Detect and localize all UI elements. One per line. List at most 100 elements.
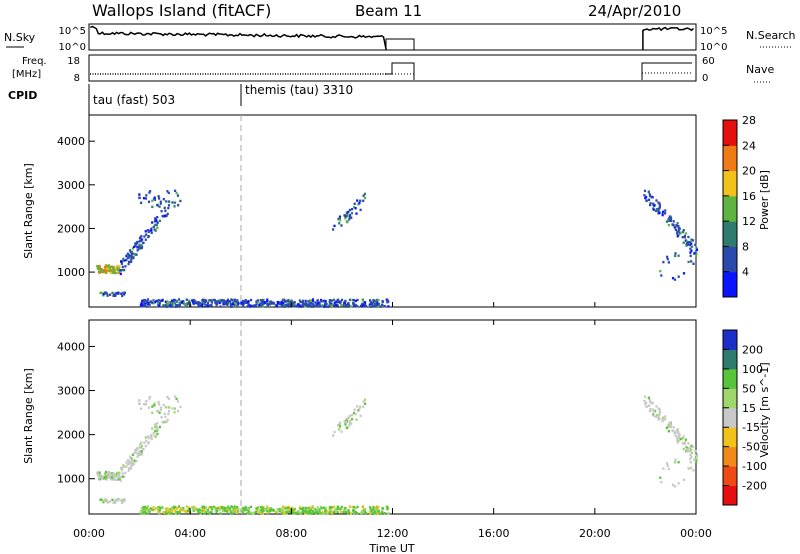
range-cell (214, 301, 217, 304)
range-cell (119, 272, 122, 276)
range-cell (121, 475, 124, 478)
range-cell (147, 442, 150, 445)
range-cell (139, 443, 142, 446)
range-cell (164, 406, 168, 409)
range-cell (643, 395, 647, 398)
range-cell (170, 512, 173, 515)
range-cell (125, 465, 128, 468)
range-cell (109, 500, 112, 503)
range-cell (348, 304, 351, 307)
range-cell (178, 511, 181, 514)
range-cell (338, 422, 341, 426)
range-cell (674, 431, 677, 435)
range-cell (346, 417, 349, 420)
range-cell (365, 304, 368, 308)
range-cell (193, 300, 196, 304)
range-cell (666, 258, 669, 261)
range-cell (315, 512, 318, 515)
freq-label: Freq. (22, 56, 47, 67)
range-cell (256, 299, 259, 303)
range-cell (335, 300, 338, 303)
range-cell (354, 207, 357, 210)
range-cell (386, 298, 389, 302)
range-cell (690, 242, 693, 245)
range-cell (653, 204, 656, 207)
range-cell (242, 304, 245, 307)
range-cell (150, 231, 153, 234)
range-cell (206, 301, 210, 305)
range-cell (218, 301, 221, 305)
range-cell (671, 483, 675, 487)
range-cell (662, 416, 665, 419)
range-cell (203, 305, 206, 308)
time-tick-label: 16:00 (478, 527, 510, 540)
range-cell (247, 302, 250, 306)
range-cell (688, 243, 691, 247)
range-cell (226, 303, 229, 306)
y-tick-label: 3000 (57, 179, 85, 192)
range-cell (158, 301, 161, 305)
range-cell (123, 475, 126, 478)
range-cell (210, 301, 213, 304)
range-cell (98, 264, 101, 268)
range-cell (103, 291, 107, 294)
range-cell (337, 217, 340, 221)
range-cell (695, 453, 698, 457)
range-cell (677, 233, 680, 237)
range-cell (662, 210, 665, 213)
range-cell (347, 509, 350, 512)
range-cell (185, 298, 188, 301)
range-cell (171, 407, 174, 410)
range-cell (276, 304, 279, 307)
cpid-entry-1: tau (fast) 503 (93, 93, 175, 107)
range-cell (105, 264, 108, 267)
range-cell (159, 408, 162, 411)
range-cell (353, 202, 356, 205)
range-cell (105, 265, 108, 269)
range-cell (332, 298, 336, 302)
range-cell (276, 508, 279, 512)
range-cell (280, 304, 283, 308)
range-cell (332, 228, 335, 231)
range-cell (672, 426, 675, 429)
range-cell (231, 509, 234, 512)
range-cell (689, 453, 692, 457)
range-cell (169, 508, 172, 511)
range-cell (269, 507, 272, 510)
range-cell (668, 215, 671, 218)
range-cell (129, 249, 132, 252)
range-cell (261, 512, 264, 515)
range-cell (156, 226, 159, 230)
range-cell (689, 461, 692, 464)
power-colorbar: 4 8 12 16 20 24 28 (722, 114, 756, 298)
range-cell (339, 300, 342, 303)
range-cell (676, 235, 679, 238)
range-cell (360, 303, 363, 306)
range-cell (188, 506, 191, 509)
colorbar-segment (723, 120, 737, 146)
range-cell (151, 199, 154, 202)
range-cell (222, 300, 225, 303)
range-cell (135, 253, 138, 256)
range-cell (130, 457, 133, 460)
range-cell (167, 302, 170, 305)
range-cell (652, 408, 655, 411)
range-cell (661, 213, 664, 217)
range-cell (684, 438, 688, 441)
range-cell (132, 256, 135, 260)
range-cell (372, 299, 375, 302)
range-cell (657, 201, 660, 204)
range-cell (207, 511, 210, 514)
range-cell (174, 505, 177, 509)
range-cell (278, 302, 281, 306)
range-cell (157, 400, 160, 404)
range-cell (337, 423, 340, 427)
range-cell (171, 201, 174, 204)
range-cell (309, 304, 312, 308)
range-cell (318, 512, 321, 515)
range-cell (307, 300, 310, 303)
range-cell (303, 510, 306, 513)
range-cell (276, 511, 279, 514)
range-cell (655, 207, 659, 211)
range-cell (649, 409, 652, 413)
